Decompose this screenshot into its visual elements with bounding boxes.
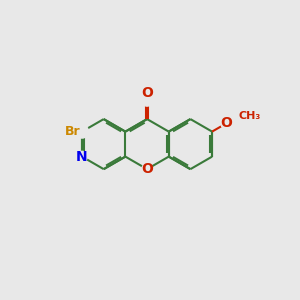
Circle shape (142, 95, 152, 106)
Text: O: O (141, 162, 153, 176)
Text: O: O (220, 116, 232, 130)
Circle shape (229, 109, 246, 125)
Circle shape (221, 118, 231, 129)
Text: CH₃: CH₃ (239, 111, 261, 121)
Circle shape (142, 164, 152, 174)
Text: O: O (141, 85, 153, 100)
Text: N: N (76, 150, 88, 164)
Text: Br: Br (65, 125, 81, 138)
Circle shape (77, 151, 87, 162)
Circle shape (76, 125, 88, 138)
